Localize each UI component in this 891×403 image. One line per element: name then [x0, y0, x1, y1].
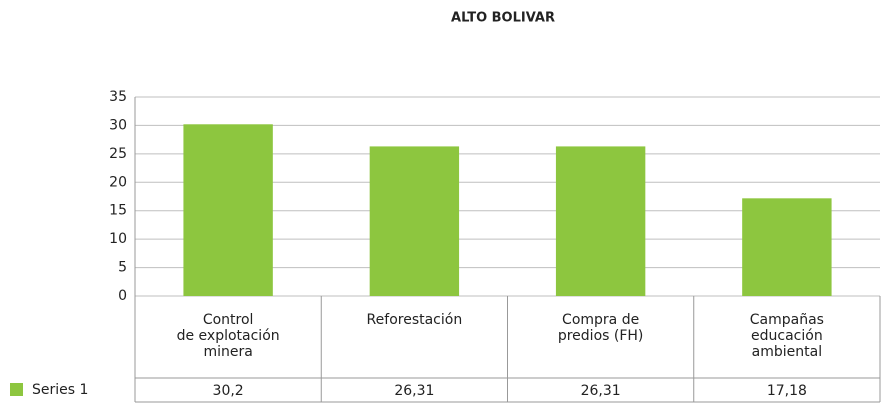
y-tick-label: 20 [109, 174, 127, 190]
y-tick-label: 10 [109, 231, 127, 247]
y-tick-label: 0 [118, 288, 127, 304]
x-tick-label: Reforestación [367, 312, 463, 328]
table-value: 17,18 [767, 383, 807, 399]
x-tick-label: Campañas educación ambiental [750, 312, 824, 360]
bar [369, 146, 460, 296]
legend-swatch [10, 383, 23, 396]
bar [742, 198, 832, 296]
y-tick-label: 30 [109, 117, 127, 133]
y-tick-label: 15 [109, 203, 127, 219]
x-tick-label: Control de explotación minera [177, 312, 280, 360]
bar [183, 124, 273, 296]
table-value: 26,31 [581, 383, 621, 399]
y-tick-label: 5 [118, 260, 127, 276]
table-value: 30,2 [213, 383, 244, 399]
table-value: 26,31 [394, 383, 434, 399]
y-tick-label: 35 [109, 89, 127, 105]
y-tick-label: 25 [109, 146, 127, 162]
bar [555, 146, 646, 296]
legend-label: Series 1 [32, 382, 88, 398]
chart-title: ALTO BOLIVAR [451, 11, 555, 26]
x-tick-label: Compra de predios (FH) [558, 312, 644, 344]
